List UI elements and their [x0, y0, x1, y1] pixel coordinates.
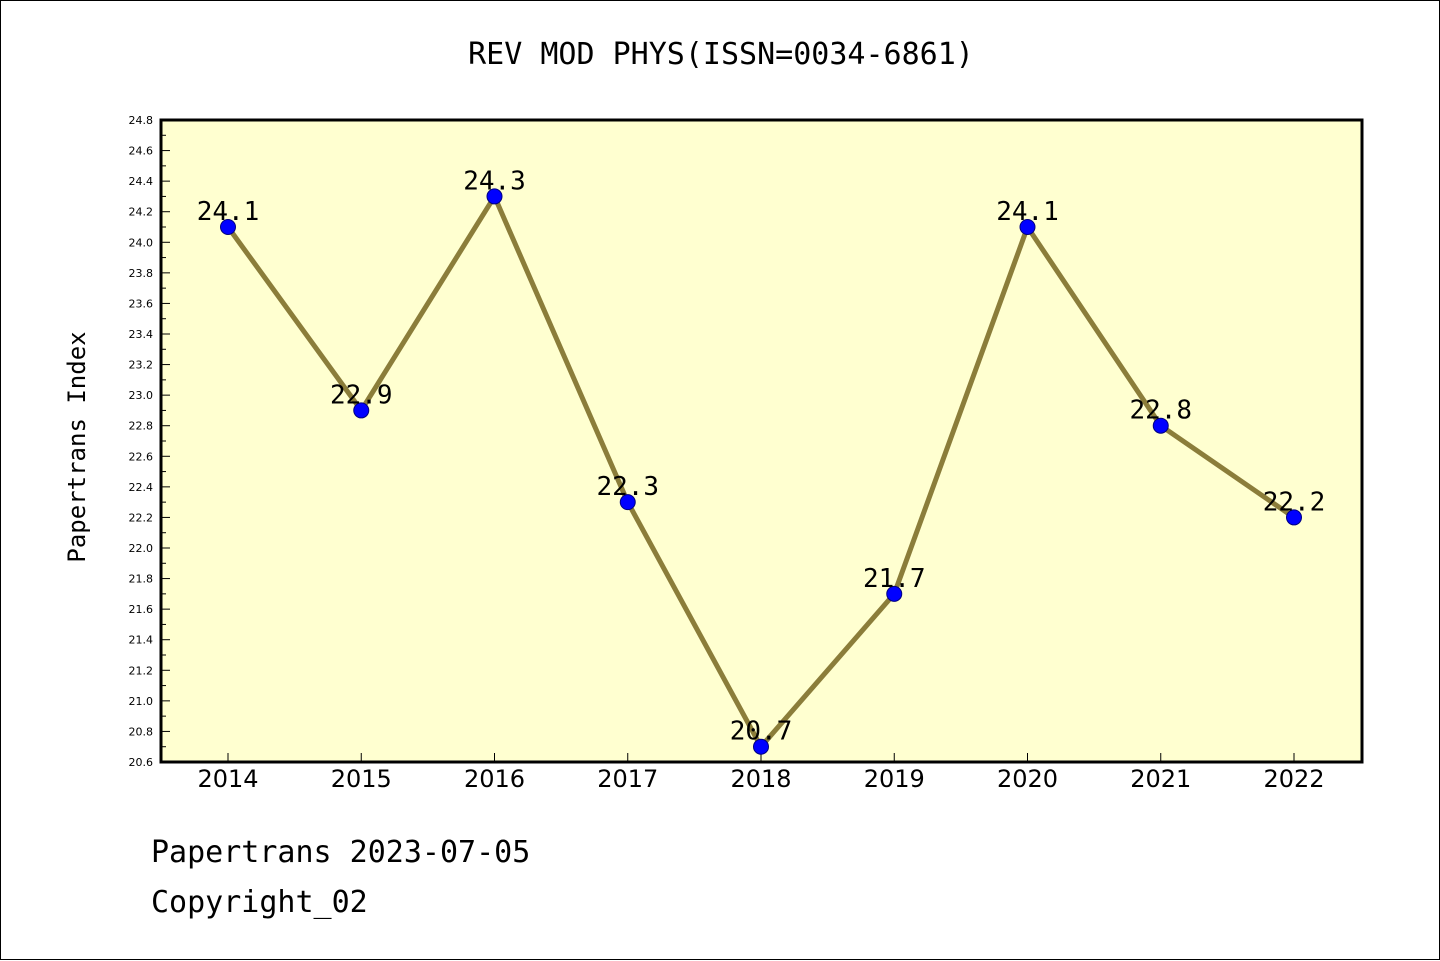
data-point [486, 188, 503, 205]
data-label: 22.3 [596, 472, 659, 502]
x-tick-label: 2016 [464, 765, 525, 793]
data-label: 24.1 [197, 197, 260, 227]
x-tick-label: 2018 [730, 765, 791, 793]
data-label: 24.3 [463, 166, 526, 196]
data-label: 22.8 [1129, 396, 1192, 426]
y-tick-label: 24.8 [129, 114, 154, 127]
y-tick-label: 21.2 [129, 664, 154, 677]
x-tick-label: 2021 [1130, 765, 1191, 793]
data-point [886, 585, 903, 602]
y-tick-label: 22.8 [129, 420, 154, 433]
y-tick-label: 20.6 [129, 756, 154, 769]
data-point [753, 738, 769, 755]
data-label: 24.1 [996, 197, 1059, 227]
data-label: 21.7 [863, 564, 926, 594]
x-tick-label: 2017 [597, 765, 658, 793]
y-tick-label: 22.2 [129, 511, 154, 524]
data-label: 20.7 [730, 717, 793, 747]
y-tick-label: 24.4 [129, 175, 154, 188]
y-tick-label: 21.6 [129, 603, 154, 616]
y-tick-label: 23.6 [129, 297, 154, 310]
footer-copyright: Copyright_02 [151, 885, 368, 920]
y-tick-label: 21.8 [129, 573, 154, 586]
data-label: 22.9 [330, 380, 393, 410]
data-label: 22.2 [1263, 487, 1326, 517]
y-tick-label: 20.8 [129, 725, 154, 738]
y-tick-label: 22.6 [129, 450, 154, 463]
footer-date: Papertrans 2023-07-05 [151, 835, 531, 870]
data-point [619, 494, 636, 511]
x-tick-label: 2015 [331, 765, 392, 793]
x-tick-label: 2014 [197, 765, 258, 793]
plot-area [159, 118, 1364, 764]
x-tick-label: 2022 [1263, 765, 1324, 793]
data-point [1019, 219, 1036, 235]
data-point [220, 219, 236, 235]
y-tick-label: 21.4 [129, 634, 154, 647]
x-tick-label: 2020 [997, 765, 1058, 793]
y-tick-label: 23.8 [129, 267, 154, 280]
y-tick-label: 24.2 [129, 206, 154, 219]
y-tick-label: 23.4 [129, 328, 154, 341]
x-tick-label: 2019 [864, 765, 925, 793]
y-tick-label: 24.6 [129, 145, 154, 158]
y-tick-label: 24.0 [129, 236, 154, 249]
data-point [1286, 509, 1302, 526]
chart-title: REV MOD PHYS(ISSN=0034-6861) [468, 37, 974, 72]
y-tick-label: 22.4 [129, 481, 154, 494]
y-tick-label: 22.0 [129, 542, 154, 555]
y-tick-label: 23.2 [129, 359, 154, 372]
data-point [353, 402, 370, 419]
y-tick-label: 21.0 [129, 695, 154, 708]
y-tick-label: 23.0 [129, 389, 154, 402]
data-point [1152, 417, 1169, 434]
